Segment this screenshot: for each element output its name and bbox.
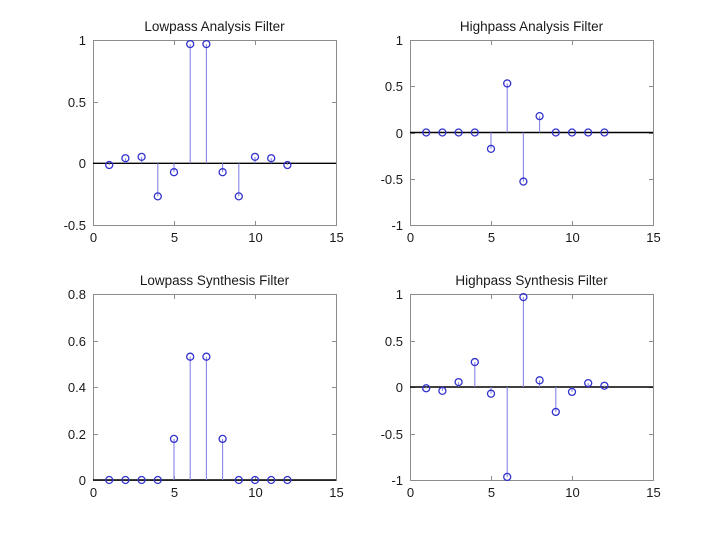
stem-marker xyxy=(234,192,243,201)
stem-marker xyxy=(137,152,146,162)
subplot-title: Lowpass Analysis Filter xyxy=(144,19,285,34)
stem-marker xyxy=(584,378,593,388)
x-tick-label: 5 xyxy=(488,485,495,500)
stem-marker xyxy=(486,144,496,154)
x-tick-label: 15 xyxy=(646,485,660,500)
stem-marker xyxy=(283,475,292,485)
y-tick-label: 0.5 xyxy=(68,95,86,110)
x-tick-label: 10 xyxy=(565,230,579,245)
stem-marker xyxy=(519,177,528,186)
stem-marker xyxy=(105,160,114,170)
stem-marker xyxy=(422,384,431,393)
stem-marker xyxy=(470,128,479,137)
stem-marker xyxy=(234,475,243,485)
y-tick-label: 0 xyxy=(396,380,403,395)
subplot-title: Lowpass Synthesis Filter xyxy=(140,273,290,288)
stem-marker xyxy=(218,168,227,177)
y-tick-label: 0 xyxy=(79,156,86,171)
stem-marker xyxy=(186,352,195,361)
stem-marker xyxy=(551,407,560,417)
stem-marker xyxy=(218,434,227,444)
stem-marker xyxy=(169,434,179,444)
stem-marker xyxy=(153,475,162,485)
stem-marker xyxy=(486,389,496,398)
y-tick-label: -1 xyxy=(391,473,403,488)
stem-marker xyxy=(267,154,276,163)
y-tick-label: 1 xyxy=(396,33,403,48)
x-tick-label: 0 xyxy=(90,230,97,245)
x-tick-label: 10 xyxy=(565,485,579,500)
axes-box xyxy=(93,40,337,226)
y-tick-label: 1 xyxy=(79,33,86,48)
stem-marker xyxy=(454,128,463,137)
axes-box xyxy=(93,294,337,481)
stem-marker xyxy=(121,475,130,485)
y-tick-label: 0.5 xyxy=(385,79,403,94)
stem-marker xyxy=(454,377,463,387)
subplot-title: Highpass Synthesis Filter xyxy=(455,273,608,288)
stem-marker xyxy=(567,387,577,397)
stem-marker xyxy=(551,128,560,137)
stem-marker xyxy=(438,386,447,396)
stem-marker xyxy=(600,128,609,137)
x-tick-label: 10 xyxy=(248,485,262,500)
stem-marker xyxy=(438,128,447,137)
stem-marker xyxy=(137,475,146,485)
stem-marker xyxy=(584,128,593,137)
y-tick-label: -0.5 xyxy=(64,218,86,233)
y-tick-label: 0.6 xyxy=(68,334,86,349)
stem-marker xyxy=(600,381,609,390)
x-tick-label: 5 xyxy=(488,230,495,245)
x-tick-label: 0 xyxy=(407,230,414,245)
y-tick-label: 0 xyxy=(79,473,86,488)
stem-marker xyxy=(202,352,211,361)
x-tick-label: 0 xyxy=(407,485,414,500)
stem-marker xyxy=(202,39,211,49)
x-tick-label: 15 xyxy=(329,485,343,500)
stem-marker xyxy=(422,128,431,137)
x-tick-label: 10 xyxy=(248,230,262,245)
stem-marker xyxy=(503,79,512,88)
subplot-title: Highpass Analysis Filter xyxy=(460,19,604,34)
stem-marker xyxy=(121,154,130,163)
subplot-lowpass-synthesis: 0 5 10 15 0 0.2 0.4 0.6 0.8 Lowpass Synthesis Fil… xyxy=(68,273,344,500)
stem-marker xyxy=(503,472,512,482)
stem-marker xyxy=(169,168,179,177)
stem-marker xyxy=(250,152,260,162)
stem-marker xyxy=(567,128,577,137)
x-tick-label: 5 xyxy=(171,230,178,245)
y-tick-label: -0.5 xyxy=(381,427,403,442)
y-tick-label: -1 xyxy=(391,218,403,233)
stem-marker xyxy=(267,475,276,485)
y-tick-label: 0 xyxy=(396,126,403,141)
y-tick-label: 0.5 xyxy=(385,334,403,349)
subplot-lowpass-analysis: 0 5 10 15 -0.5 0 0.5 1 Lowpass Analysis Filter xyxy=(64,19,344,245)
x-tick-label: 15 xyxy=(329,230,343,245)
stem-marker xyxy=(153,192,162,201)
stem-marker xyxy=(519,292,528,302)
stem-marker xyxy=(283,160,292,170)
stem-marker xyxy=(186,39,195,49)
subplot-highpass-analysis: 0 5 10 15 -1 -0.5 0 0.5 1 Highpass Analysis Filte… xyxy=(381,19,661,245)
subplot-highpass-synthesis: 0 5 10 15 -1 -0.5 0 0.5 1 Highpass Synthesis Filt… xyxy=(381,273,661,500)
stem-marker xyxy=(535,376,544,385)
x-tick-label: 15 xyxy=(646,230,660,245)
stem-marker xyxy=(470,357,479,367)
stem-marker xyxy=(105,475,114,485)
y-tick-label: 0.4 xyxy=(68,380,86,395)
y-tick-label: 0.8 xyxy=(68,287,86,302)
y-tick-label: 1 xyxy=(396,287,403,302)
x-tick-label: 5 xyxy=(171,485,178,500)
stem-marker xyxy=(535,111,544,121)
y-tick-label: 0.2 xyxy=(68,427,86,442)
stem-marker xyxy=(250,475,260,485)
y-tick-label: -0.5 xyxy=(381,172,403,187)
x-tick-label: 0 xyxy=(90,485,97,500)
